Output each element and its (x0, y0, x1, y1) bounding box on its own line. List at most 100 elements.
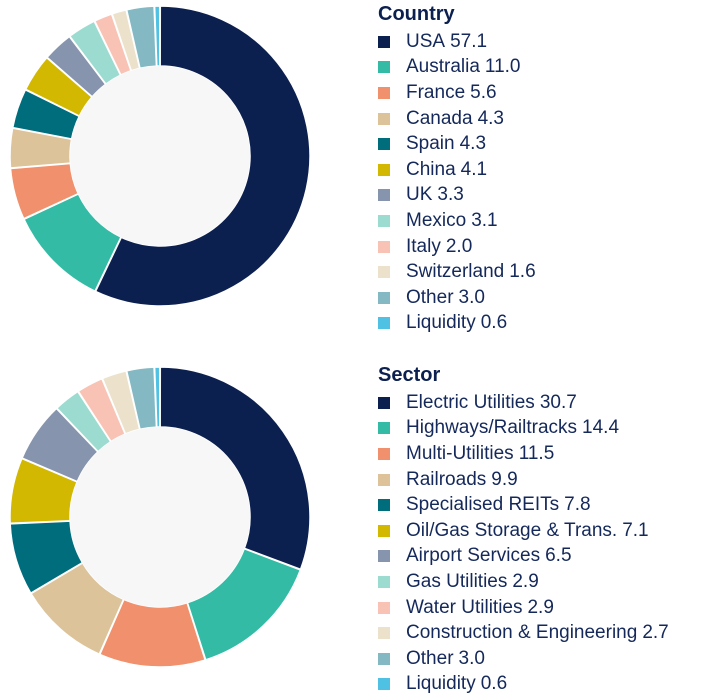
country-legend-label: China (406, 158, 456, 180)
sector-legend-label: Water Utilities (406, 596, 523, 618)
sector-legend-value: 2.9 (527, 596, 554, 618)
country-legend-value: 3.3 (437, 184, 464, 206)
country-legend-text: France 5.6 (406, 82, 497, 104)
sector-legend-label: Liquidity (406, 673, 476, 695)
country-legend-label: France (406, 81, 466, 103)
country-legend-label: USA (406, 30, 446, 52)
sector-legend-label: Oil/Gas Storage & Trans. (406, 519, 618, 541)
country-legend-swatch (378, 266, 390, 279)
sector-legend-text: Specialised REITs 7.8 (406, 494, 591, 516)
country-legend-label: Mexico (406, 209, 467, 231)
sector-legend-value: 11.5 (518, 442, 555, 464)
sector-donut-chart (9, 366, 311, 668)
country-legend-text: Australia 11.0 (406, 56, 521, 78)
country-legend-swatch (378, 240, 390, 253)
sector-legend-swatch (378, 627, 390, 640)
country-legend-label: Australia (406, 56, 480, 78)
sector-legend-label: Specialised REITs (406, 494, 560, 516)
country-legend-text: UK 3.3 (406, 184, 464, 206)
sector-legend-item-liquidity: Liquidity 0.6 (378, 672, 669, 698)
country-legend-label: Liquidity (406, 312, 476, 334)
sector-legend-value: 7.1 (622, 519, 649, 541)
sector-legend-swatch (378, 601, 390, 614)
country-legend-item-france: France 5.6 (378, 80, 536, 106)
sector-legend-label: Construction & Engineering (406, 622, 638, 644)
country-legend-text: Switzerland 1.6 (406, 261, 536, 283)
country-legend-value: 57.1 (450, 30, 488, 52)
sector-legend-label: Railroads (406, 468, 487, 490)
country-legend-swatch (378, 86, 390, 99)
sector-legend-value: 9.9 (491, 468, 518, 490)
sector-legend-value: 6.5 (545, 545, 572, 567)
sector-legend-value: 0.6 (480, 673, 508, 695)
country-legend-text: Italy 2.0 (406, 236, 472, 258)
sector-legend-text: Railroads 9.9 (406, 469, 518, 491)
country-legend-label: Italy (406, 235, 441, 257)
sector-legend-swatch (378, 447, 390, 460)
country-legend-swatch (378, 163, 390, 176)
country-legend: Country USA 57.1 Australia 11.0 France 5.6 Can… (378, 2, 536, 336)
country-legend-item-uk: UK 3.3 (378, 183, 536, 209)
sector-legend-swatch (378, 473, 390, 486)
sector-legend-swatch (378, 422, 390, 435)
country-legend-swatch (378, 138, 390, 151)
country-legend-swatch (378, 291, 390, 304)
country-legend-items: USA 57.1 Australia 11.0 France 5.6 Canada 4.3 Sp… (378, 29, 536, 336)
country-legend-item-australia: Australia 11.0 (378, 55, 536, 81)
country-legend-value: 0.6 (480, 312, 508, 334)
sector-legend-value: 30.7 (539, 391, 577, 413)
country-legend-value: 4.1 (460, 158, 488, 180)
country-legend-swatch (378, 214, 390, 227)
sector-legend-text: Electric Utilities 30.7 (406, 392, 577, 414)
sector-legend-item-highways-railtracks: Highways/Railtracks 14.4 (378, 416, 669, 442)
sector-legend-label: Gas Utilities (406, 570, 508, 592)
country-donut-hole (70, 66, 250, 246)
sector-legend-text: Construction & Engineering 2.7 (406, 622, 669, 644)
sector-legend-swatch (378, 652, 390, 665)
sector-legend-value: 2.7 (642, 622, 669, 644)
country-legend-item-usa: USA 57.1 (378, 29, 536, 55)
sector-legend-value: 7.8 (564, 494, 591, 516)
sector-legend-label: Airport Services (406, 545, 541, 567)
sector-legend-text: Oil/Gas Storage & Trans. 7.1 (406, 520, 649, 542)
sector-legend-label: Highways/Railtracks (406, 417, 578, 439)
sector-legend-swatch (378, 396, 390, 409)
sector-legend-value: 2.9 (512, 570, 539, 592)
sector-legend-label: Other (406, 647, 454, 669)
country-legend-value: 1.6 (509, 261, 536, 283)
sector-legend-text: Other 3.0 (406, 648, 485, 670)
country-legend-value: 2.0 (445, 235, 473, 257)
country-legend-text: China 4.1 (406, 159, 487, 181)
sector-legend-swatch (378, 524, 390, 537)
sector-legend-item-water-utilities: Water Utilities 2.9 (378, 595, 669, 621)
sector-legend-swatch (378, 499, 390, 512)
country-legend-swatch (378, 35, 390, 48)
country-legend-value: 11.0 (484, 56, 521, 78)
sector-legend-item-specialised-reits: Specialised REITs 7.8 (378, 492, 669, 518)
sector-legend-value: 14.4 (582, 417, 620, 439)
country-legend-value: 3.0 (458, 286, 485, 308)
country-legend-item-mexico: Mexico 3.1 (378, 208, 536, 234)
country-legend-label: Spain (406, 133, 455, 155)
country-legend-title: Country (378, 3, 455, 25)
sector-legend-label: Electric Utilities (406, 391, 535, 413)
country-legend-text: Liquidity 0.6 (406, 312, 507, 334)
country-legend-label: Canada (406, 107, 473, 129)
country-legend-swatch (378, 317, 390, 330)
sector-legend-text: Airport Services 6.5 (406, 545, 572, 567)
sector-legend-title: Sector (378, 364, 441, 386)
country-legend-text: Other 3.0 (406, 287, 485, 309)
country-legend-label: UK (406, 184, 433, 206)
country-legend-item-italy: Italy 2.0 (378, 234, 536, 260)
sector-legend-value: 3.0 (458, 647, 485, 669)
country-legend-value: 3.1 (471, 209, 498, 231)
sector-legend-text: Liquidity 0.6 (406, 673, 507, 695)
sector-legend-item-construction-engineering: Construction & Engineering 2.7 (378, 620, 669, 646)
country-legend-text: Mexico 3.1 (406, 210, 498, 232)
sector-legend-text: Multi-Utilities 11.5 (406, 443, 554, 465)
sector-legend-label: Multi-Utilities (406, 442, 514, 464)
country-legend-swatch (378, 61, 390, 74)
sector-legend-item-multi-utilities: Multi-Utilities 11.5 (378, 441, 669, 467)
country-legend-item-other: Other 3.0 (378, 285, 536, 311)
country-legend-label: Other (406, 286, 454, 308)
